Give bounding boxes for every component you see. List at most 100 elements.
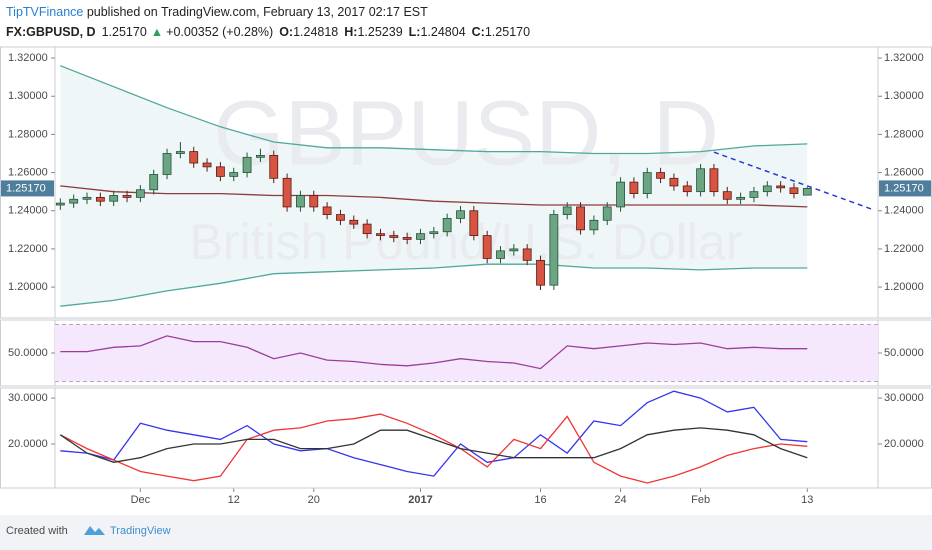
- candle-body: [322, 206, 332, 215]
- y-tick-label-right: 1.20000: [884, 281, 924, 293]
- candle-body: [376, 233, 385, 236]
- trendline: [713, 151, 875, 211]
- indicator-line: [60, 390, 808, 477]
- indicator-line: [60, 413, 808, 484]
- y-tick-label: 50.0000: [8, 347, 48, 359]
- candle-body: [549, 214, 559, 286]
- footer-text: Created with: [6, 525, 68, 537]
- candle-body: [256, 154, 265, 158]
- candle-body: [682, 185, 692, 193]
- candle-body: [722, 191, 732, 200]
- last-price-badge: [1, 180, 54, 197]
- candle-body: [562, 206, 572, 215]
- header-line-1: TipTVFinance published on TradingView.co…: [6, 5, 428, 19]
- candle-body: [216, 166, 225, 177]
- y-tick-label: 1.26000: [8, 166, 48, 178]
- y-tick-label: 1.24000: [8, 205, 48, 217]
- y-tick-label-right: 1.22000: [884, 243, 924, 255]
- candle-body: [442, 217, 452, 233]
- y-tick-label: 1.22000: [8, 243, 48, 255]
- x-tick-label: 16: [534, 494, 546, 506]
- x-tick-label: 12: [228, 494, 240, 506]
- candle-body: [309, 195, 319, 208]
- last-price-badge: [879, 180, 931, 197]
- candle-body: [389, 235, 399, 238]
- candle-body: [416, 233, 425, 240]
- y-tick-label: 20.0000: [8, 438, 48, 450]
- last-price-label: 1.25170: [6, 182, 46, 194]
- watermark: British Pound/U.S. Dollar: [189, 214, 742, 270]
- indicator-line: [60, 185, 808, 208]
- indicator-line: [59, 427, 808, 463]
- plot: 1.20000 1.20000 1.22000 1.22000 1.24000 1.240…: [0, 46, 932, 506]
- y-tick-label-right: 1.24000: [884, 205, 924, 217]
- candle-body: [175, 151, 185, 154]
- candle-body: [229, 172, 239, 177]
- candle-body: [496, 250, 505, 259]
- candle-body: [669, 177, 679, 187]
- ohlc-label: C:: [472, 25, 485, 39]
- x-tick-label: 24: [614, 494, 626, 506]
- ohlc-value: 1.24804: [420, 25, 465, 39]
- y-tick-label-right: 30.0000: [884, 392, 924, 404]
- last-price-label: 1.25170: [884, 182, 924, 194]
- ohlc-value: 1.25170: [485, 25, 530, 39]
- candle-body: [336, 214, 345, 221]
- footer-brand[interactable]: TradingView: [110, 525, 171, 537]
- ohlc-label: O:: [279, 25, 293, 39]
- pane: [54, 387, 879, 489]
- candle-body: [95, 196, 105, 202]
- ohlc-label: L:: [409, 25, 421, 39]
- candle-body: [656, 172, 665, 179]
- candle-body: [82, 196, 92, 200]
- candle-body: [242, 156, 252, 173]
- candle-body: [55, 202, 65, 206]
- candle-body: [509, 248, 519, 252]
- x-tick-label: Feb: [691, 494, 710, 506]
- y-tick-label-right: 1.26000: [884, 166, 924, 178]
- change: +0.00352 (+0.28%): [166, 25, 273, 39]
- candle-body: [576, 206, 585, 231]
- y-tick-label-right: 1.30000: [884, 90, 924, 102]
- header-line-2: FX:GBPUSD, D 1.25170 ▲ +0.00352 (+0.28%) O:1…: [6, 25, 530, 39]
- footer-bar: [0, 515, 932, 550]
- candle-body: [762, 185, 772, 193]
- y-tick-label-right: 1.32000: [884, 52, 924, 64]
- candle-body: [642, 172, 652, 194]
- candle-body: [602, 206, 612, 221]
- published: published on TradingView.com, February 1…: [83, 5, 428, 19]
- candle-body: [629, 181, 639, 194]
- y-tick-label-right: 1.28000: [884, 128, 924, 140]
- last-price: 1.25170: [102, 25, 147, 39]
- candle-body: [696, 168, 705, 193]
- candle-body: [749, 191, 759, 198]
- candle-body: [202, 162, 212, 168]
- candle-body: [149, 174, 159, 191]
- candle-body: [69, 198, 79, 204]
- logo: [84, 526, 105, 535]
- candle-body: [429, 231, 439, 235]
- y-tick-label: 1.28000: [8, 128, 48, 140]
- candle-body: [776, 185, 786, 189]
- ohlc-value: 1.24818: [293, 25, 338, 39]
- y-tick-label: 1.32000: [8, 52, 48, 64]
- author[interactable]: TipTVFinance: [6, 5, 83, 19]
- symbol: FX:GBPUSD, D: [6, 25, 96, 39]
- y-tick-label: 30.0000: [8, 392, 48, 404]
- indicator-line: [60, 263, 808, 307]
- candle-body: [362, 223, 372, 235]
- ohlc: O:1.24818 H:1.25239 L:1.24804 C:1.25170: [279, 25, 530, 39]
- y-tick-label: 1.20000: [8, 281, 48, 293]
- watermark: GBPUSD, D: [213, 82, 719, 184]
- indicator-line: [60, 335, 808, 370]
- x-tick-label: 13: [801, 494, 813, 506]
- x-tick-label: 20: [308, 494, 320, 506]
- candle-body: [135, 189, 145, 198]
- candle-body: [736, 196, 746, 200]
- y-tick-label-right: 20.0000: [884, 438, 924, 450]
- candle-body: [589, 219, 599, 231]
- ohlc-label: H:: [344, 25, 357, 39]
- band-fill: [55, 324, 878, 382]
- band-fill: [60, 65, 808, 307]
- candle-body: [402, 237, 412, 240]
